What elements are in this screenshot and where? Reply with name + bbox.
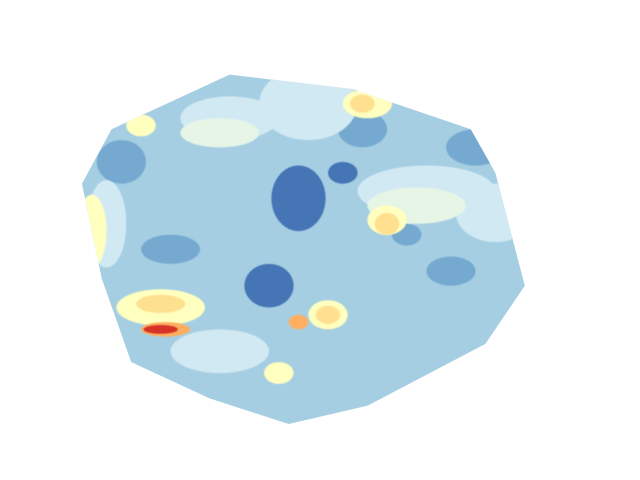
contour-region-level-5 xyxy=(82,194,107,268)
contour-region-level-5 xyxy=(126,114,156,137)
contour-region-level-6 xyxy=(136,294,186,313)
contour-region-level-4 xyxy=(180,118,260,148)
contour-region-level-5 xyxy=(264,362,294,384)
contour-region-level-1 xyxy=(446,129,506,166)
contour-region-level-0 xyxy=(244,263,294,308)
contour-regions xyxy=(82,74,525,399)
contour-region-level-3 xyxy=(455,183,525,242)
contour-region-level-3 xyxy=(259,74,358,141)
contour-region-level-1 xyxy=(426,256,476,286)
contour-region-level-6 xyxy=(350,94,375,113)
contour-region-level-6 xyxy=(315,305,341,324)
plot-area xyxy=(82,74,525,424)
contour-region-level-1 xyxy=(490,329,525,374)
contour-region-level-3 xyxy=(170,329,269,374)
contour-region-level-5 xyxy=(490,376,520,399)
contour-region-level-6 xyxy=(374,212,400,235)
contour-region-level-8 xyxy=(143,325,178,334)
contour-region-level-0 xyxy=(271,165,326,232)
contour-region-level-1 xyxy=(141,234,201,264)
contour-region-level-0 xyxy=(328,161,358,184)
contour-region-level-1 xyxy=(96,140,146,184)
contour-region-level-7 xyxy=(288,314,309,330)
